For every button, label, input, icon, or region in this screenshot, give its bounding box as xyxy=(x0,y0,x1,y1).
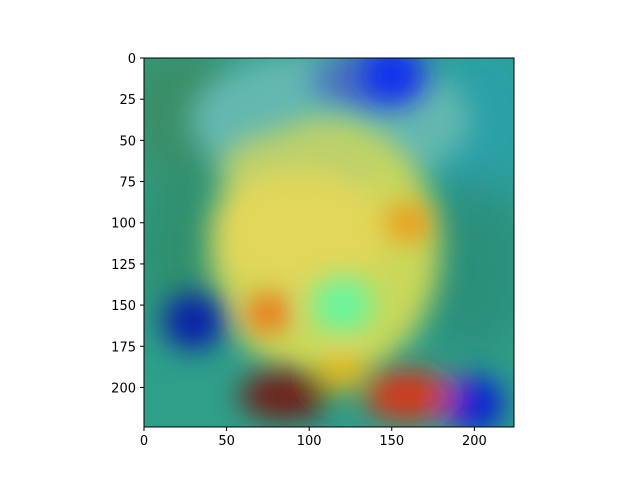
heatmap-image xyxy=(144,58,514,427)
face-region xyxy=(210,120,440,380)
hotspot-2 xyxy=(239,370,330,421)
y-tick-label: 150 xyxy=(111,299,136,314)
y-tick-label: 50 xyxy=(119,134,136,149)
x-tick-label: 50 xyxy=(218,434,235,449)
y-tick-label: 100 xyxy=(111,217,136,232)
hotspot-1 xyxy=(245,295,290,332)
plot-frame xyxy=(143,57,515,428)
x-axis: 0 50 100 150 200 xyxy=(140,427,487,449)
coldspot-2 xyxy=(361,58,422,103)
x-tick-label: 150 xyxy=(379,434,404,449)
x-tick-label: 200 xyxy=(462,434,487,449)
y-tick-label: 75 xyxy=(119,176,136,191)
x-tick-label: 0 xyxy=(140,434,148,449)
hotspot-3 xyxy=(363,370,454,421)
y-tick-label: 25 xyxy=(119,93,136,108)
y-tick-label: 125 xyxy=(111,258,136,273)
y-tick-label: 200 xyxy=(111,381,136,396)
y-tick-label: 175 xyxy=(111,340,136,355)
y-tick-label: 0 xyxy=(128,52,136,67)
hotspot-4 xyxy=(320,352,365,389)
coldspot-0 xyxy=(163,293,224,350)
hotspot-0 xyxy=(386,204,431,241)
y-axis: 0 25 50 75 100 125 150 175 200 xyxy=(111,52,144,396)
coldspot-1 xyxy=(444,375,505,427)
x-tick-label: 100 xyxy=(297,434,322,449)
coldspot-3 xyxy=(312,277,373,334)
